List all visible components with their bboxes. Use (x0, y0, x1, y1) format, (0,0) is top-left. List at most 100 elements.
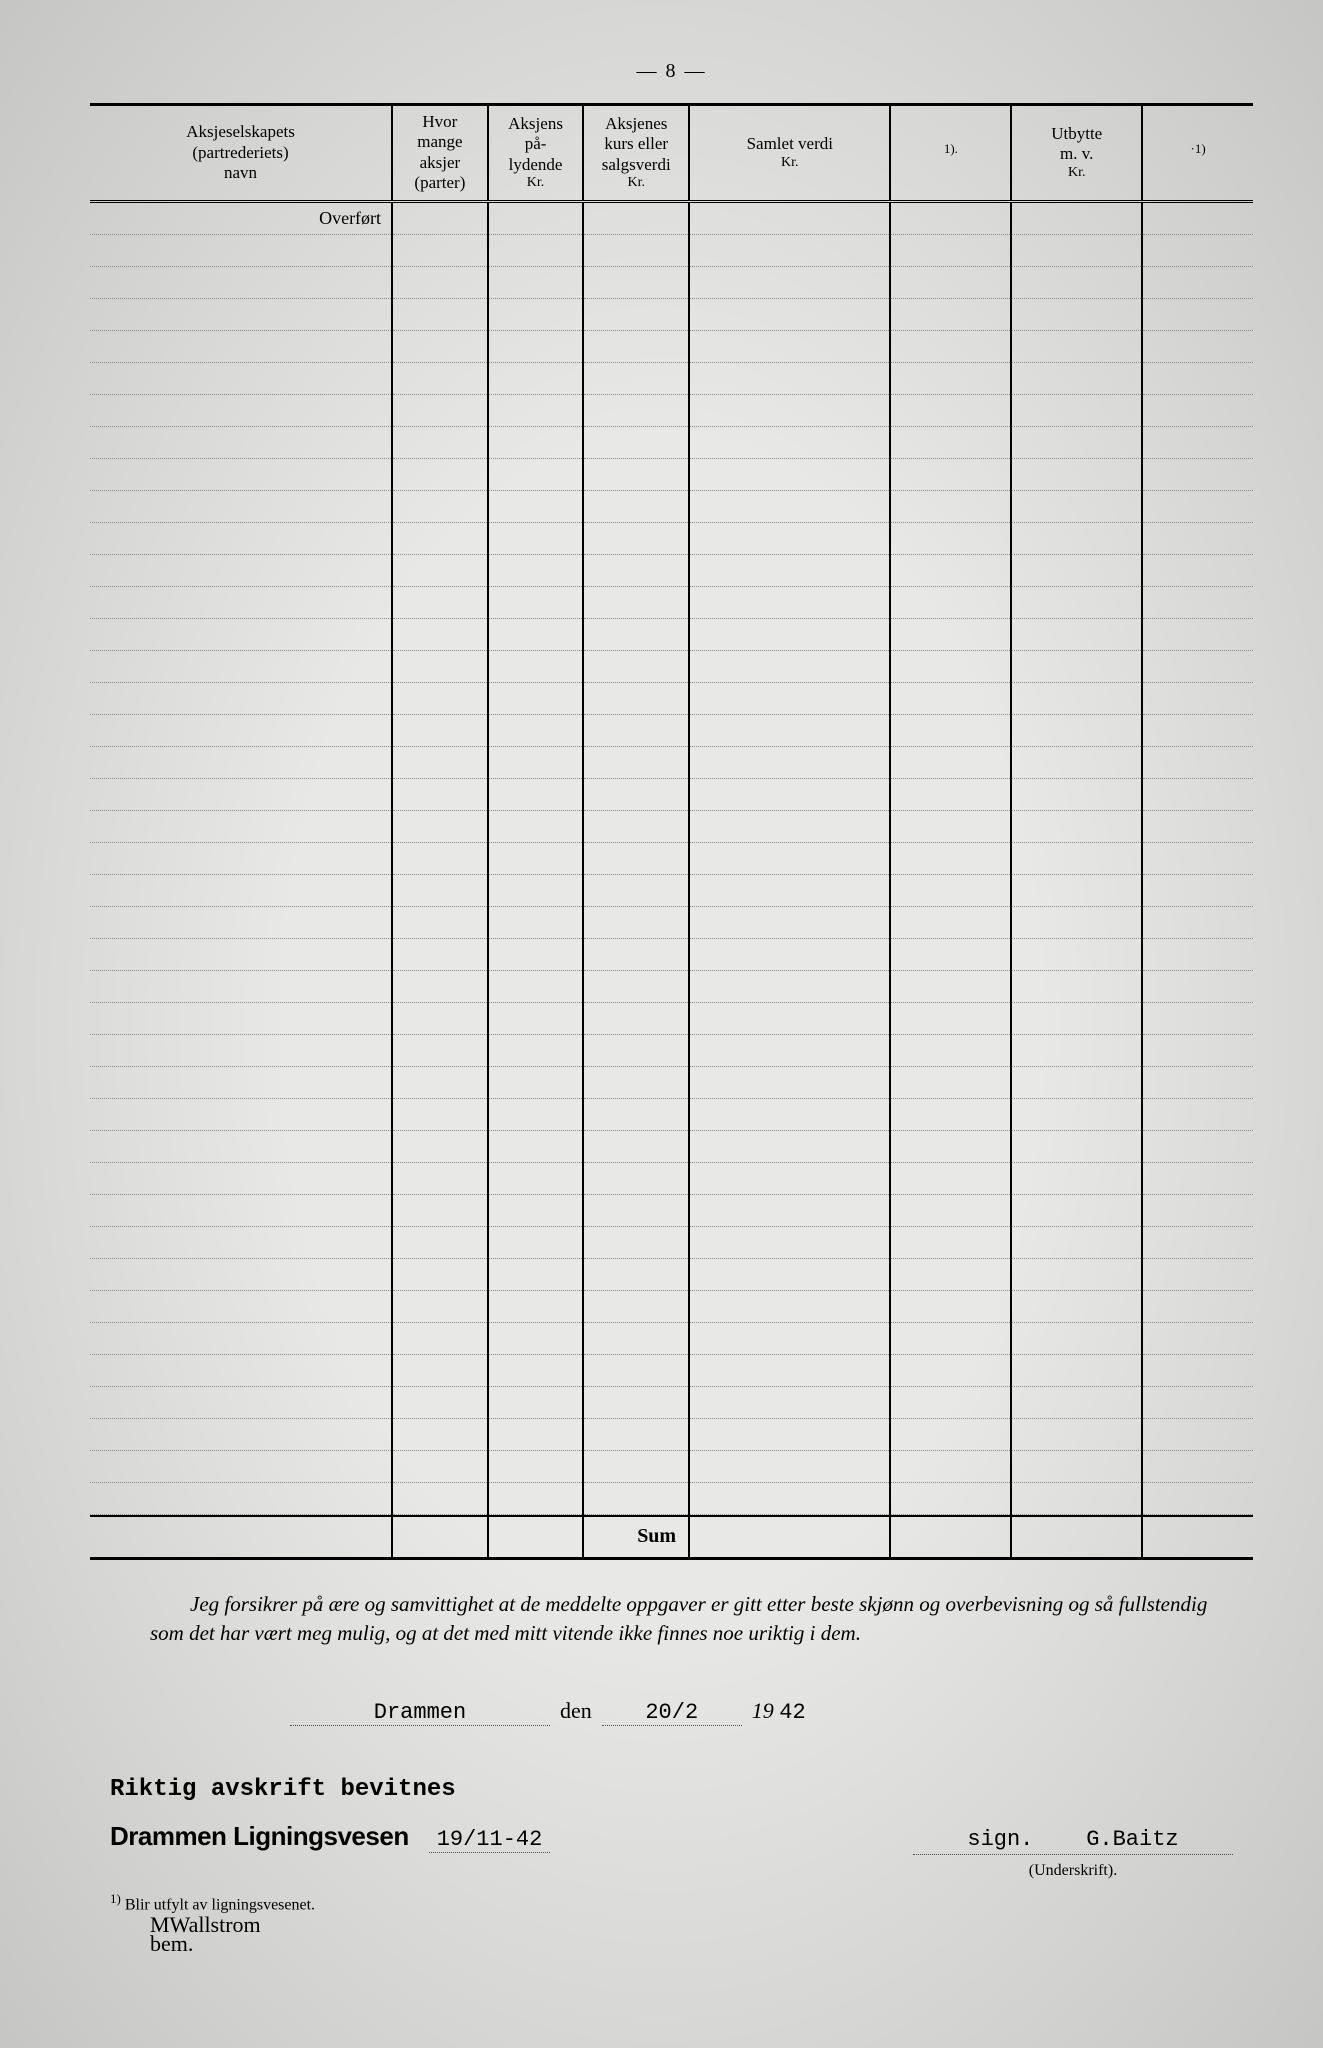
table-cell (90, 1099, 392, 1131)
table-cell (689, 1419, 890, 1451)
table-row (90, 331, 1253, 363)
table-row (90, 715, 1253, 747)
header-text: salgsverdi (602, 155, 671, 174)
table-cell (1011, 875, 1142, 907)
table-cell (90, 523, 392, 555)
table-cell (1142, 587, 1253, 619)
table-cell (488, 875, 584, 907)
table-cell (488, 1099, 584, 1131)
table-cell (583, 1355, 689, 1387)
table-row (90, 683, 1253, 715)
table-cell (392, 1227, 488, 1259)
table-cell (1142, 715, 1253, 747)
table-cell (689, 555, 890, 587)
table-cell (1142, 523, 1253, 555)
table-cell (488, 555, 584, 587)
table-cell (583, 1451, 689, 1483)
table-cell (1142, 619, 1253, 651)
table-cell (689, 875, 890, 907)
table-cell (1011, 201, 1142, 235)
table-cell (90, 715, 392, 747)
table-cell (392, 523, 488, 555)
table-cell (1011, 1195, 1142, 1227)
table-row (90, 1227, 1253, 1259)
table-cell (1142, 1483, 1253, 1516)
table-cell (890, 331, 1011, 363)
table-cell (890, 1099, 1011, 1131)
handwritten-note: MWallstrom bem. (150, 1915, 1233, 1955)
table-cell (583, 299, 689, 331)
table-cell (90, 1483, 392, 1516)
header-text: aksjer (420, 153, 461, 172)
table-cell (392, 1483, 488, 1516)
table-row (90, 491, 1253, 523)
table-cell (392, 1419, 488, 1451)
table-cell (488, 267, 584, 299)
table-cell (583, 683, 689, 715)
header-sup: ·1) (1191, 141, 1206, 156)
table-cell (689, 683, 890, 715)
declaration-text: Jeg forsikrer på ære og samvittighet at … (90, 1590, 1253, 1649)
table-row (90, 1291, 1253, 1323)
table-cell (488, 235, 584, 267)
table-cell (1011, 1003, 1142, 1035)
table-cell (90, 395, 392, 427)
table-row (90, 1451, 1253, 1483)
table-cell (583, 779, 689, 811)
sum-row: Sum (90, 1516, 1253, 1559)
table-cell (488, 843, 584, 875)
table-cell (392, 1099, 488, 1131)
table-row (90, 651, 1253, 683)
header-text: navn (224, 163, 257, 182)
table-cell (1011, 971, 1142, 1003)
table-cell (1142, 971, 1253, 1003)
table-row (90, 555, 1253, 587)
table-cell (689, 939, 890, 971)
table-cell (890, 1355, 1011, 1387)
table-cell (583, 267, 689, 299)
table-cell (90, 331, 392, 363)
header-text: (partrederiets) (192, 143, 288, 162)
table-cell (488, 1131, 584, 1163)
table-cell (1142, 1451, 1253, 1483)
table-cell (890, 1067, 1011, 1099)
table-cell: Overført (90, 201, 392, 235)
table-cell (890, 1163, 1011, 1195)
table-cell (689, 523, 890, 555)
table-cell (890, 1003, 1011, 1035)
table-cell (689, 1131, 890, 1163)
table-cell (392, 1323, 488, 1355)
table-cell (392, 1387, 488, 1419)
table-cell (1011, 1163, 1142, 1195)
table-cell (689, 843, 890, 875)
table-cell (689, 427, 890, 459)
table-cell (1142, 1387, 1253, 1419)
table-cell (583, 1195, 689, 1227)
table-cell (392, 555, 488, 587)
table-cell (583, 587, 689, 619)
table-cell (583, 715, 689, 747)
table-cell (1142, 1067, 1253, 1099)
table-cell (890, 555, 1011, 587)
table-cell (890, 459, 1011, 491)
table-cell (392, 779, 488, 811)
table-cell (1142, 1227, 1253, 1259)
table-row (90, 1067, 1253, 1099)
table-cell (488, 299, 584, 331)
table-row (90, 1259, 1253, 1291)
table-cell (392, 395, 488, 427)
table-cell (1142, 201, 1253, 235)
table-cell (583, 651, 689, 683)
table-cell (890, 779, 1011, 811)
table-cell (392, 1131, 488, 1163)
table-row (90, 523, 1253, 555)
table-cell (1011, 331, 1142, 363)
table-cell (90, 779, 392, 811)
table-row (90, 299, 1253, 331)
table-cell (1011, 811, 1142, 843)
table-cell (890, 363, 1011, 395)
stamp-line: Drammen Ligningsvesen 19/11-42 sign. G.B… (110, 1821, 1233, 1881)
ledger-table: Aksjeselskapets (partrederiets) navn Hvo… (90, 103, 1253, 1560)
table-cell (1142, 1419, 1253, 1451)
table-cell (392, 811, 488, 843)
